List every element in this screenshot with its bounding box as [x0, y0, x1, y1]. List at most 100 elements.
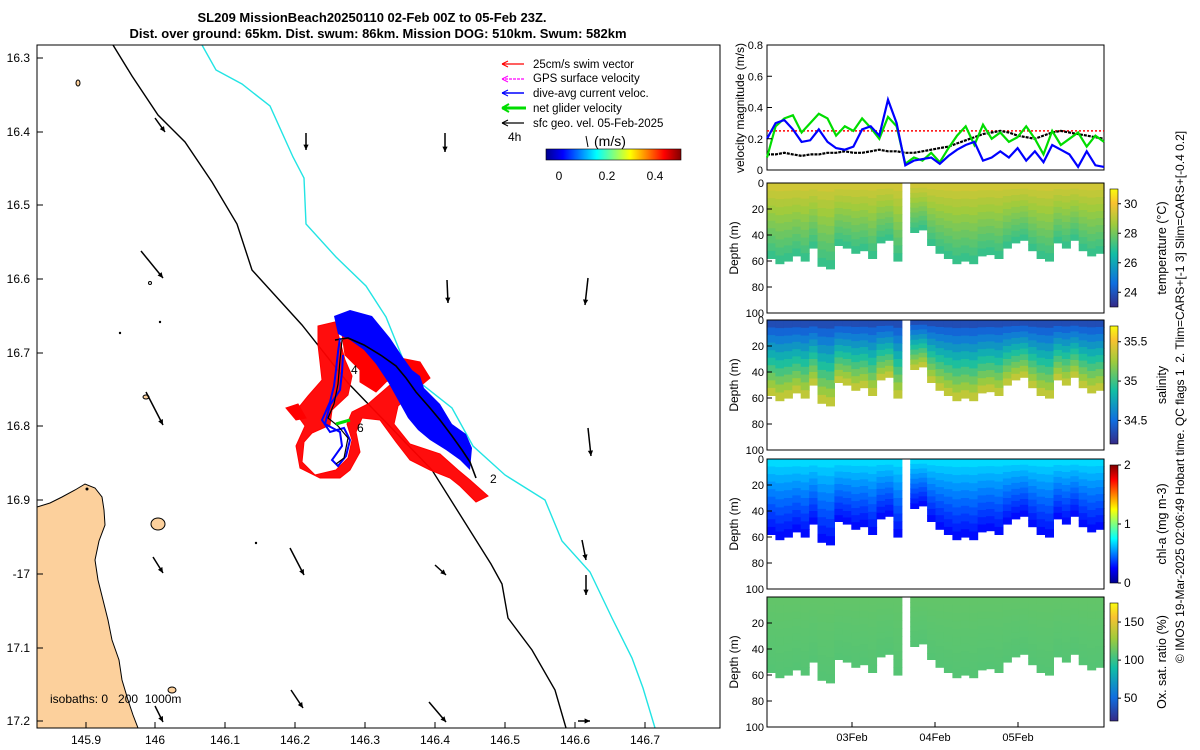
section-cell	[1095, 646, 1105, 654]
figure-title-line1: SL209 MissionBeach20250110 02-Feb 00Z to…	[198, 10, 547, 25]
section-cell	[851, 501, 861, 509]
legend-net-velocity: net glider velocity	[501, 103, 622, 115]
section-cell	[1061, 365, 1071, 373]
section-cell	[885, 602, 894, 609]
section-cell	[792, 334, 802, 343]
section-cell	[1053, 471, 1063, 478]
section-cell	[893, 474, 903, 483]
section-cell	[1019, 504, 1029, 512]
section-cell	[977, 197, 987, 206]
section-cell	[918, 362, 928, 368]
section-cell	[859, 210, 869, 218]
section-cell	[817, 183, 827, 192]
section-cell	[1087, 495, 1097, 504]
section-cell	[952, 669, 962, 679]
section-cell	[910, 320, 920, 326]
section-cell	[1028, 651, 1038, 659]
section-cell	[783, 351, 793, 360]
section-cell	[1028, 347, 1038, 355]
section-cell	[910, 606, 920, 613]
section-cell	[893, 612, 903, 621]
colorbar-tick-label: 35	[1124, 374, 1138, 388]
section-cell	[935, 494, 945, 502]
section-cell	[809, 629, 819, 637]
section-cell	[1036, 664, 1046, 673]
section-cell	[994, 657, 1004, 666]
section-cell	[986, 233, 995, 241]
section-cell	[935, 604, 945, 612]
section-cell	[1045, 190, 1054, 200]
section-cell	[927, 597, 937, 604]
section-cell	[960, 206, 970, 215]
section-cell	[977, 604, 987, 613]
section-cell	[1078, 353, 1088, 362]
section-cell	[842, 642, 852, 650]
section-cell	[1078, 223, 1088, 231]
section-cell	[783, 390, 793, 399]
section-cell	[817, 386, 827, 396]
section-cell	[842, 610, 852, 618]
section-cell	[952, 183, 962, 192]
section-cell	[1061, 465, 1071, 473]
section-cell	[952, 605, 962, 614]
section-cell	[1019, 470, 1029, 477]
section-ytick-label: 40	[752, 644, 764, 656]
section-cell	[842, 320, 852, 328]
section-cell	[960, 620, 970, 629]
section-cell	[885, 331, 894, 338]
section-cell	[952, 499, 962, 508]
section-cell	[1061, 202, 1071, 210]
section-cell	[910, 601, 920, 608]
section-cell	[792, 234, 802, 242]
section-cell	[851, 646, 861, 654]
geo-velocity-arrows	[140, 117, 594, 724]
section-cell	[1045, 459, 1054, 468]
section-cell	[800, 659, 810, 668]
section-cell	[918, 625, 928, 631]
section-cell	[893, 597, 903, 606]
colorbar-tick-label: 0	[1124, 576, 1131, 590]
section-cell	[1002, 511, 1012, 519]
section-cell	[943, 372, 953, 381]
section-cell	[834, 332, 844, 340]
section-cell	[809, 196, 819, 204]
section-cell	[977, 363, 987, 372]
section-cell	[1095, 320, 1105, 328]
section-cell	[834, 465, 844, 472]
section-ylabel: Depth (m)	[727, 221, 741, 274]
section-cell	[960, 643, 970, 653]
section-cell	[1061, 485, 1071, 493]
section-cell	[943, 634, 953, 643]
section-cell	[1019, 642, 1029, 650]
geo-arrow-head	[440, 716, 446, 722]
section-cell	[859, 367, 869, 375]
section-cell	[809, 478, 819, 486]
section-cell	[876, 206, 886, 214]
section-cell	[1019, 625, 1029, 632]
section-cell	[910, 192, 920, 199]
section-cell	[1078, 630, 1088, 639]
section-cell	[918, 487, 928, 493]
section-cell	[927, 232, 937, 240]
section-ytick-label: 40	[752, 367, 764, 379]
section-cell	[1087, 378, 1097, 387]
section-cell	[1078, 374, 1088, 382]
section-cell	[1011, 500, 1021, 508]
section-cell	[1036, 243, 1046, 252]
section-cell	[817, 232, 827, 242]
section-cell	[859, 506, 869, 514]
geo-arrow-head	[442, 146, 448, 152]
section-cell	[876, 349, 886, 357]
section-ytick-label: 80	[752, 419, 764, 431]
section-cell	[994, 649, 1004, 658]
section-cell	[1078, 597, 1088, 605]
section-cell	[977, 356, 987, 365]
section-cell	[1028, 657, 1038, 666]
section-cell	[842, 603, 852, 611]
section-cell	[775, 653, 785, 663]
section-cell	[885, 200, 894, 207]
section-cell	[851, 604, 861, 612]
section-cell	[775, 459, 785, 468]
section-cell	[851, 239, 861, 247]
section-cell	[767, 496, 776, 505]
